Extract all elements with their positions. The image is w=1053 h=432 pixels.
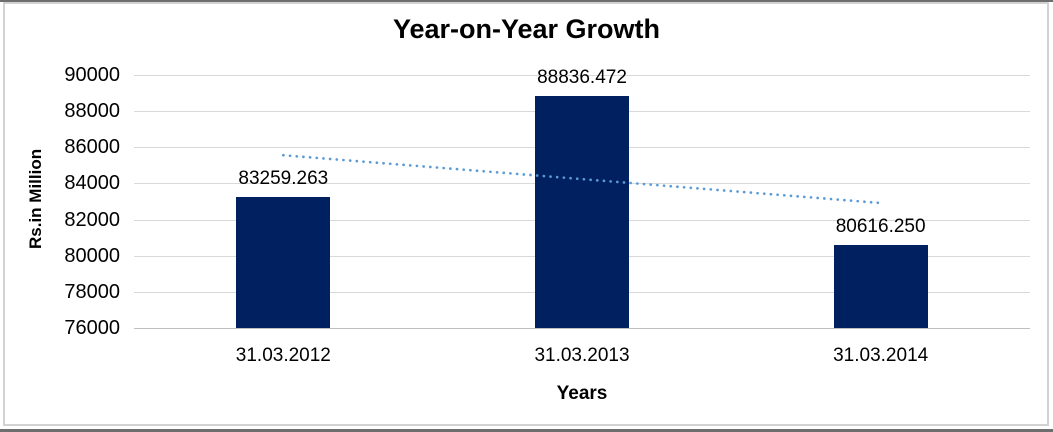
y-tick-label: 86000 bbox=[64, 136, 120, 159]
x-tick-label: 31.03.2014 bbox=[833, 345, 929, 366]
y-axis-title: Rs.in Million bbox=[26, 148, 45, 249]
y-tick-label: 84000 bbox=[64, 172, 120, 195]
chart-frame bbox=[3, 2, 1049, 426]
bar-31.03.2013 bbox=[535, 96, 629, 328]
bar-31.03.2014 bbox=[833, 244, 928, 328]
window-top-border bbox=[0, 0, 1053, 2]
window-bottom-border bbox=[0, 429, 1053, 432]
y-tick-label: 76000 bbox=[64, 317, 120, 339]
y-tick-label: 88000 bbox=[64, 100, 120, 123]
y-tick-label: 82000 bbox=[64, 208, 120, 231]
x-tick-label: 31.03.2013 bbox=[534, 345, 630, 366]
y-tick-label: 80000 bbox=[64, 244, 120, 267]
y-tick-label: 78000 bbox=[64, 280, 120, 303]
data-label: 80616.250 bbox=[835, 215, 926, 237]
y-tick-label: 90000 bbox=[64, 64, 120, 86]
gridline bbox=[134, 75, 1030, 76]
chart-title: Year-on-Year Growth bbox=[392, 14, 661, 44]
gridline bbox=[134, 328, 1030, 329]
x-axis-title: Years bbox=[556, 383, 608, 404]
data-label: 88836.472 bbox=[537, 67, 627, 89]
bar-31.03.2012 bbox=[236, 196, 331, 328]
x-tick-label: 31.03.2012 bbox=[235, 345, 331, 366]
data-label: 83259.263 bbox=[238, 167, 329, 189]
